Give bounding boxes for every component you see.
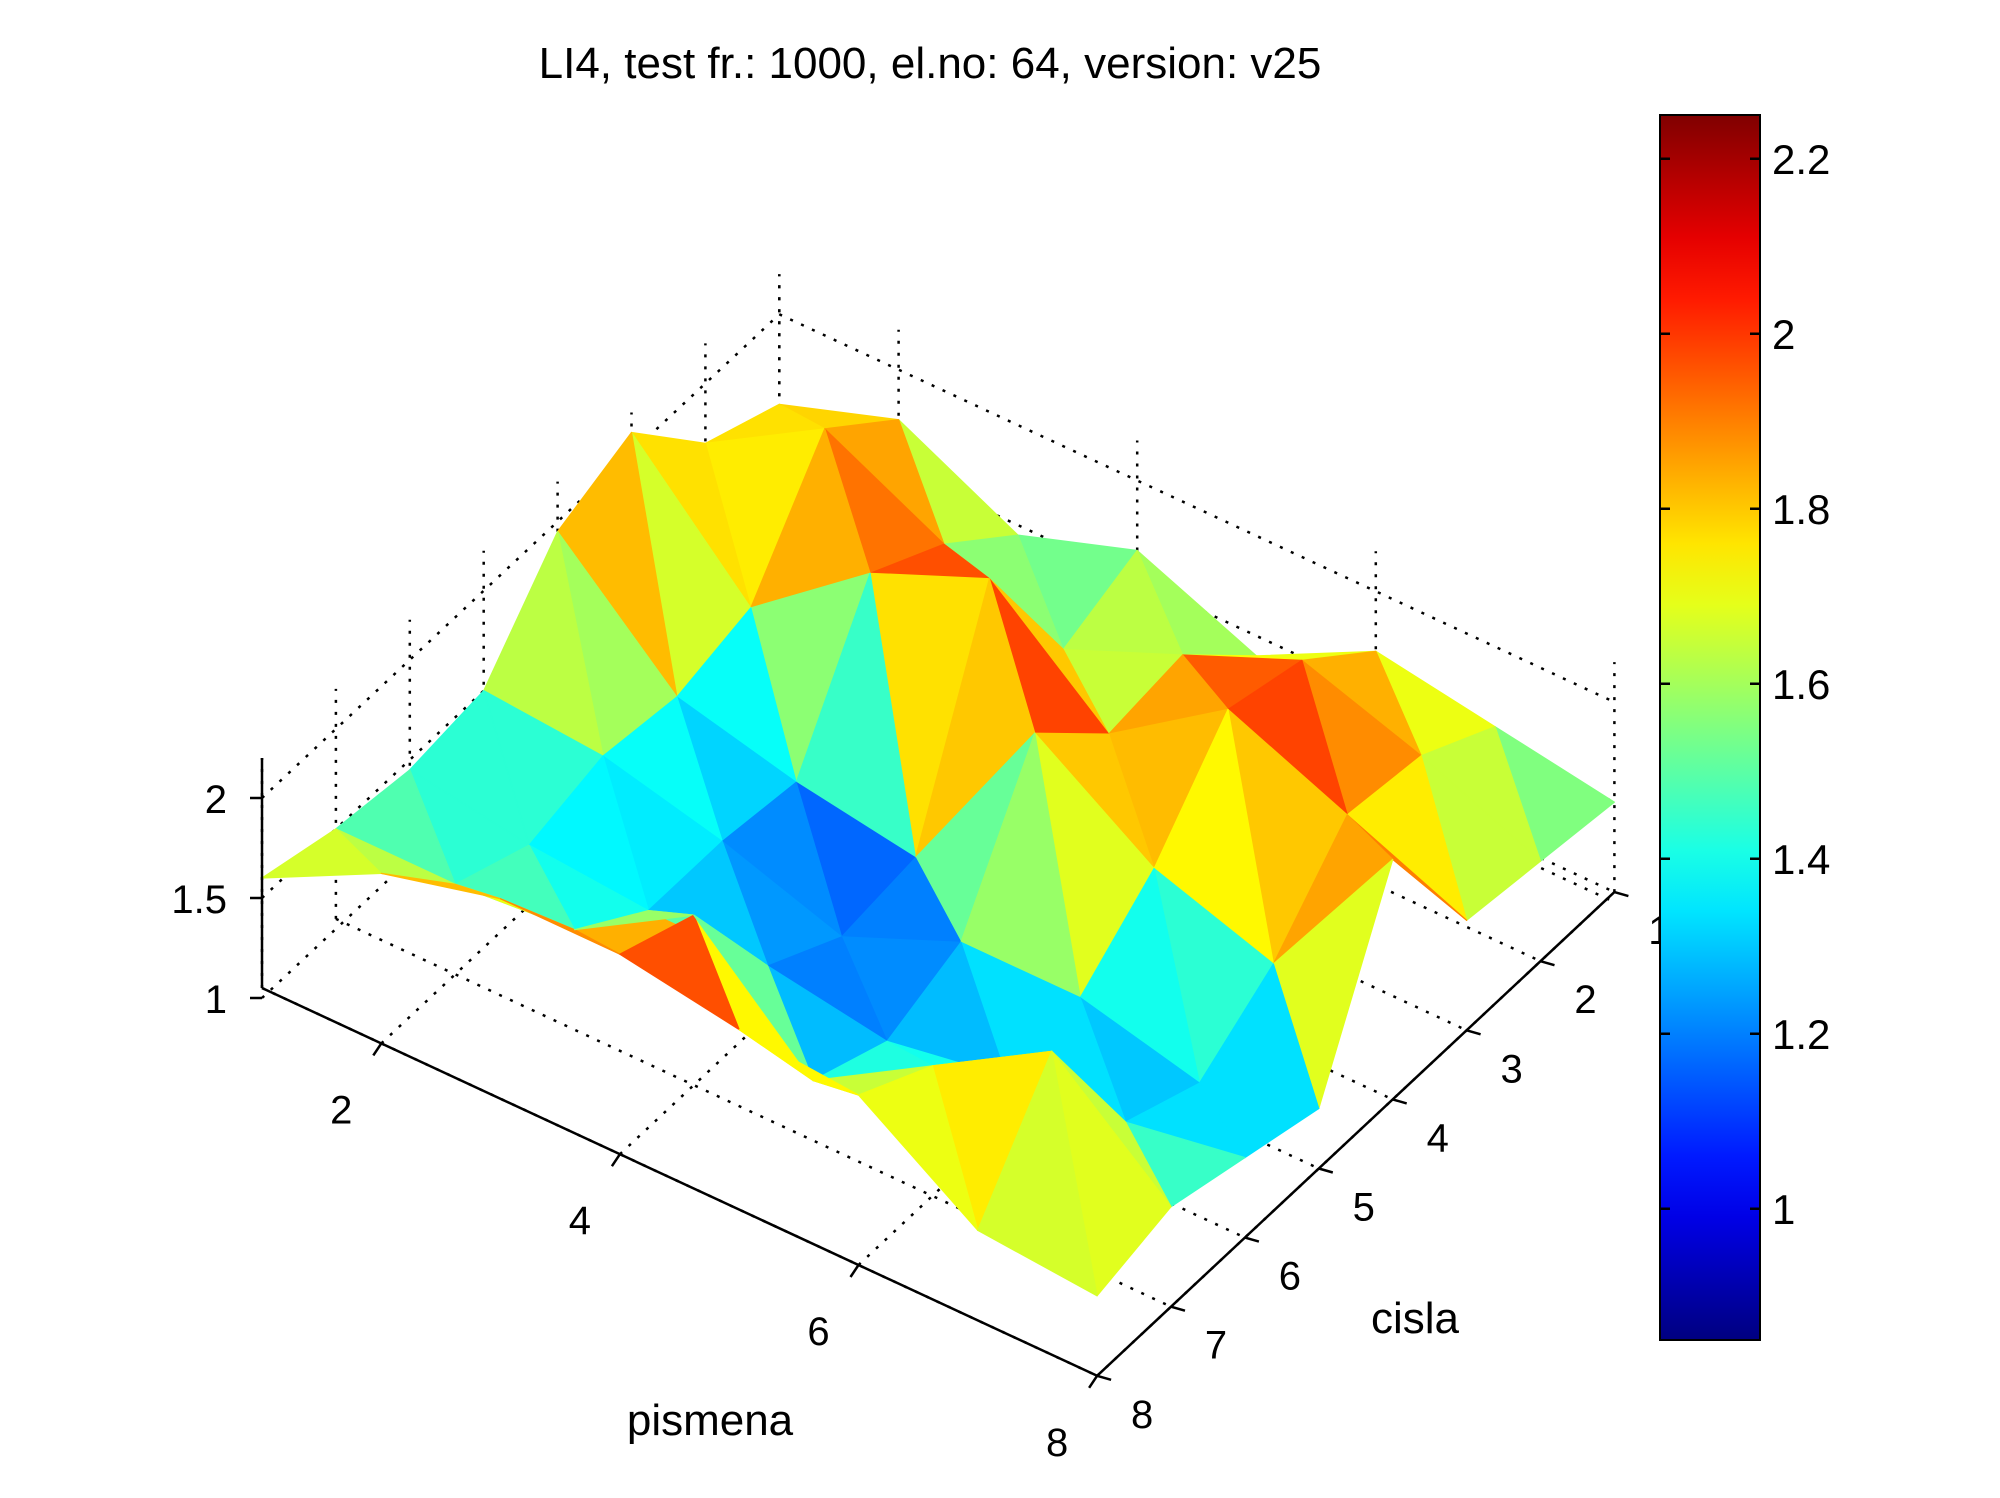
x-tick-label: 4: [569, 1199, 591, 1243]
y-tick: [1540, 959, 1555, 967]
y-tick: [1096, 1374, 1112, 1382]
x-axis-line: [261, 986, 1098, 1377]
surface-facet: [500, 898, 621, 955]
x-tick: [372, 1042, 383, 1057]
front-axes: 24681234567811.52: [171, 758, 1671, 1465]
x-tick-label: 2: [330, 1088, 352, 1132]
x-tick-label: 6: [807, 1310, 829, 1354]
y-tick: [1392, 1098, 1408, 1105]
colorbar-ticks: 1 1.2 1.4 1.6 1.8 2 2.2: [1660, 136, 1830, 1233]
chart-title: LI4, test fr.: 1000, el.no: 64, version:…: [539, 39, 1322, 88]
y-tick-label: 7: [1205, 1324, 1227, 1368]
z-tick-label: 1: [205, 978, 227, 1022]
surface-facet: [693, 914, 814, 1082]
surface-mesh: [261, 403, 1616, 1297]
x-axis-label: pismena: [627, 1396, 794, 1445]
colorbar-tick-label: 1: [1772, 1186, 1795, 1233]
surface-facet: [857, 1065, 979, 1232]
colorbar-gradient: [1659, 114, 1761, 1341]
x-tick-label: 8: [1046, 1421, 1068, 1465]
x-tick: [849, 1264, 860, 1278]
y-axis-line: [1096, 891, 1616, 1377]
y-axis-label: cisla: [1371, 1294, 1460, 1343]
colorbar-tick-label: 1.8: [1772, 486, 1830, 533]
colorbar-tick-label: 2.2: [1772, 136, 1830, 183]
z-tick-label: 1.5: [171, 878, 227, 922]
surface-facet: [977, 1050, 1098, 1297]
y-tick-label: 2: [1574, 978, 1596, 1022]
y-tick-label: 5: [1353, 1186, 1375, 1230]
y-tick-label: 4: [1427, 1116, 1449, 1160]
surface-facet: [380, 872, 502, 900]
x-tick: [1088, 1375, 1099, 1389]
surface-facet: [619, 914, 740, 1031]
colorbar-tick-label: 1.2: [1772, 1011, 1830, 1058]
y-tick-label: 6: [1279, 1255, 1301, 1299]
colorbar: 1 1.2 1.4 1.6 1.8 2 2.2: [1659, 114, 1830, 1341]
surface-facet: [573, 909, 695, 931]
colorbar-tick-label: 1.4: [1772, 836, 1830, 883]
y-tick: [1170, 1305, 1186, 1312]
grid-line: [261, 313, 781, 799]
y-tick: [1466, 1029, 1481, 1036]
surface-facet: [261, 828, 382, 879]
y-tick-label: 3: [1500, 1047, 1522, 1091]
colorbar-tick-label: 1.6: [1772, 661, 1830, 708]
y-tick-label: 8: [1131, 1393, 1153, 1437]
colorbar-tick-label: 2: [1772, 311, 1795, 358]
y-tick: [1244, 1236, 1260, 1243]
x-tick: [610, 1153, 621, 1167]
z-tick-label: 2: [205, 778, 227, 822]
surface-facet: [738, 1028, 860, 1096]
y-tick: [1614, 890, 1629, 898]
y-tick: [1318, 1167, 1334, 1174]
